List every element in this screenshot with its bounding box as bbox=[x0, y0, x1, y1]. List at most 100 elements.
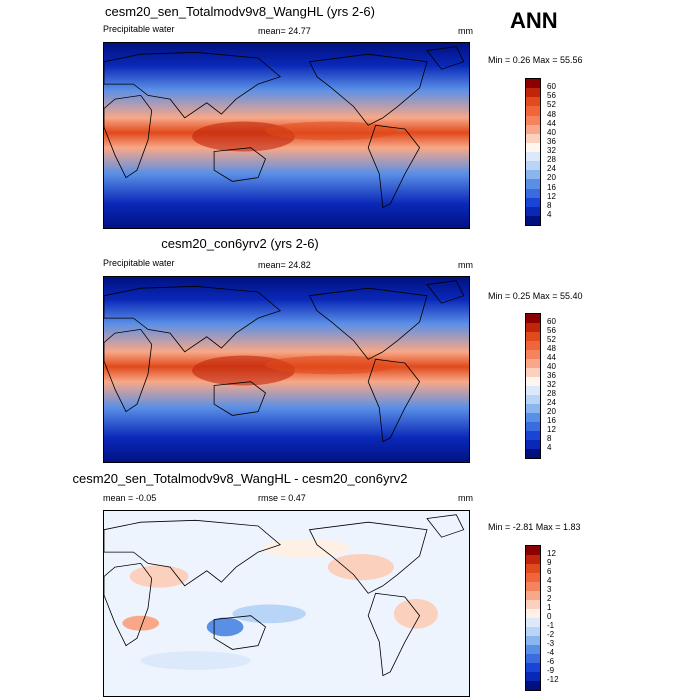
colorbar-swatch bbox=[526, 627, 540, 636]
colorbar-swatch bbox=[526, 179, 540, 189]
colorbar-tick-label: 2 bbox=[547, 594, 552, 603]
colorbar-swatch bbox=[526, 115, 540, 125]
panel-1-units: mm bbox=[458, 26, 473, 36]
panel-2-colorbar bbox=[525, 313, 541, 459]
colorbar-swatch bbox=[526, 672, 540, 681]
continent-outline bbox=[367, 592, 421, 677]
colorbar-swatch bbox=[526, 440, 540, 449]
colorbar-swatch bbox=[526, 555, 540, 564]
continent-outline bbox=[104, 51, 282, 119]
colorbar-swatch bbox=[526, 663, 540, 672]
colorbar-swatch bbox=[526, 142, 540, 152]
continent-outline bbox=[213, 147, 266, 182]
panel-3-units: mm bbox=[458, 493, 473, 503]
colorbar-tick-label: 3 bbox=[547, 585, 552, 594]
colorbar-swatch bbox=[526, 106, 540, 116]
colorbar-swatch bbox=[526, 618, 540, 627]
panel-1-minmax: Min = 0.26 Max = 55.56 bbox=[488, 55, 583, 65]
panel-3-mean: mean = -0.05 bbox=[103, 493, 157, 503]
colorbar-swatch bbox=[526, 170, 540, 180]
panel-1-variable: Precipitable water bbox=[103, 24, 175, 34]
continent-outline bbox=[104, 562, 153, 647]
panel-3-colorbar bbox=[525, 545, 541, 691]
colorbar-swatch bbox=[526, 449, 540, 458]
colorbar-tick-label: 16 bbox=[547, 416, 556, 425]
colorbar-tick-label: 44 bbox=[547, 353, 556, 362]
continent-outline bbox=[426, 280, 465, 304]
colorbar-tick-label: -1 bbox=[547, 621, 555, 630]
colorbar-tick-label: 56 bbox=[547, 326, 556, 335]
panel-3-rmse: rmse = 0.47 bbox=[258, 493, 306, 503]
continent-outline bbox=[104, 328, 153, 413]
colorbar-swatch bbox=[526, 404, 540, 413]
colorbar-tick-label: -4 bbox=[547, 648, 555, 657]
colorbar-swatch bbox=[526, 152, 540, 162]
colorbar-swatch bbox=[526, 582, 540, 591]
colorbar-tick-label: 4 bbox=[547, 209, 552, 219]
colorbar-swatch bbox=[526, 332, 540, 341]
continent-outline bbox=[367, 124, 421, 209]
colorbar-tick-label: 60 bbox=[547, 82, 556, 92]
continent-outline bbox=[308, 53, 428, 126]
colorbar-tick-label: 28 bbox=[547, 155, 556, 165]
colorbar-swatch bbox=[526, 654, 540, 663]
colorbar-swatch bbox=[526, 161, 540, 171]
panel-3-minmax: Min = -2.81 Max = 1.83 bbox=[488, 522, 581, 532]
colorbar-tick-label: 36 bbox=[547, 136, 556, 146]
colorbar-tick-label: 32 bbox=[547, 380, 556, 389]
continent-outline bbox=[426, 514, 465, 538]
colorbar-tick-label: 28 bbox=[547, 389, 556, 398]
colorbar-tick-label: 56 bbox=[547, 91, 556, 101]
continent-outline bbox=[213, 381, 266, 416]
colorbar-tick-label: 40 bbox=[547, 362, 556, 371]
colorbar-tick-label: -3 bbox=[547, 639, 555, 648]
colorbar-swatch bbox=[526, 350, 540, 359]
map-field bbox=[104, 277, 469, 462]
colorbar-swatch bbox=[526, 395, 540, 404]
panel-2-mean: mean= 24.82 bbox=[258, 260, 311, 270]
colorbar-swatch bbox=[526, 341, 540, 350]
colorbar-tick-label: 44 bbox=[547, 118, 556, 128]
colorbar-tick-label: 24 bbox=[547, 398, 556, 407]
continent-outline bbox=[104, 285, 282, 353]
colorbar-tick-label: -6 bbox=[547, 657, 555, 666]
colorbar-swatch bbox=[526, 422, 540, 431]
colorbar-tick-label: 4 bbox=[547, 443, 552, 452]
colorbar-tick-label: 16 bbox=[547, 182, 556, 192]
continent-outline bbox=[213, 615, 266, 650]
panel-1-map bbox=[103, 42, 470, 229]
colorbar-tick-label: 20 bbox=[547, 173, 556, 183]
panel-1-colorbar bbox=[525, 78, 541, 226]
colorbar-tick-label: 20 bbox=[547, 407, 556, 416]
colorbar-swatch bbox=[526, 323, 540, 332]
colorbar-tick-label: 52 bbox=[547, 100, 556, 110]
colorbar-swatch bbox=[526, 124, 540, 134]
colorbar-swatch bbox=[526, 377, 540, 386]
colorbar-tick-label: 52 bbox=[547, 335, 556, 344]
continent-outline bbox=[104, 94, 153, 179]
panel-2-variable: Precipitable water bbox=[103, 258, 175, 268]
colorbar-swatch bbox=[526, 573, 540, 582]
season-label: ANN bbox=[510, 8, 558, 33]
colorbar-tick-label: -9 bbox=[547, 666, 555, 675]
panel-2-minmax: Min = 0.25 Max = 55.40 bbox=[488, 291, 583, 301]
colorbar-swatch bbox=[526, 359, 540, 368]
colorbar-swatch bbox=[526, 314, 540, 323]
colorbar-swatch bbox=[526, 79, 540, 89]
colorbar-swatch bbox=[526, 206, 540, 216]
colorbar-tick-label: 6 bbox=[547, 567, 552, 576]
colorbar-tick-label: -2 bbox=[547, 630, 555, 639]
continent-outline bbox=[308, 521, 428, 594]
panel-1-mean: mean= 24.77 bbox=[258, 26, 311, 36]
colorbar-tick-label: 48 bbox=[547, 109, 556, 119]
panel-2-map bbox=[103, 276, 470, 463]
colorbar-swatch bbox=[526, 197, 540, 207]
colorbar-tick-label: 4 bbox=[547, 576, 552, 585]
colorbar-tick-label: 40 bbox=[547, 127, 556, 137]
colorbar-swatch bbox=[526, 645, 540, 654]
colorbar-swatch bbox=[526, 133, 540, 143]
continent-outline bbox=[104, 519, 282, 587]
panel-2-title: cesm20_con6yrv2 (yrs 2-6) bbox=[161, 236, 319, 251]
colorbar-swatch bbox=[526, 413, 540, 422]
colorbar-tick-label: 12 bbox=[547, 425, 556, 434]
